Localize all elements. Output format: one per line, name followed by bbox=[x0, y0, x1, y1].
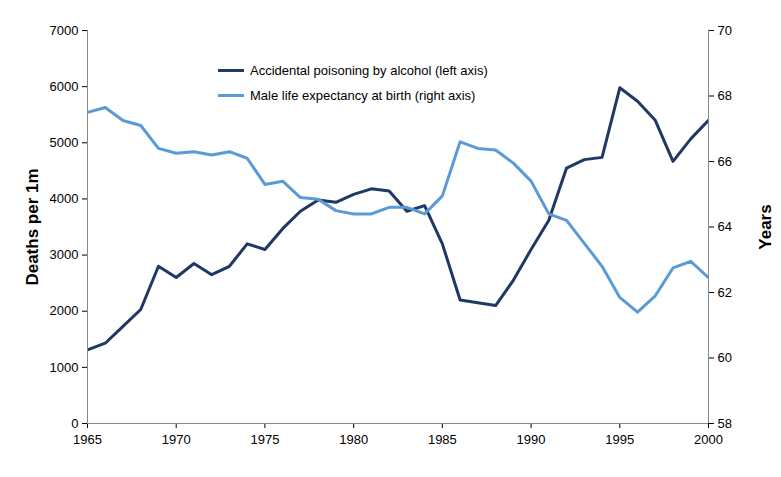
svg-text:5000: 5000 bbox=[50, 135, 79, 150]
svg-text:70: 70 bbox=[718, 23, 732, 38]
svg-text:0: 0 bbox=[71, 416, 78, 431]
svg-text:2000: 2000 bbox=[694, 432, 723, 447]
svg-text:1965: 1965 bbox=[73, 432, 102, 447]
svg-text:1980: 1980 bbox=[339, 432, 368, 447]
svg-text:1990: 1990 bbox=[517, 432, 546, 447]
svg-text:1995: 1995 bbox=[605, 432, 634, 447]
svg-text:1985: 1985 bbox=[428, 432, 457, 447]
svg-text:Deaths per 1m: Deaths per 1m bbox=[23, 168, 42, 285]
svg-text:1975: 1975 bbox=[250, 432, 279, 447]
svg-text:60: 60 bbox=[718, 350, 732, 365]
svg-text:1000: 1000 bbox=[50, 360, 79, 375]
svg-text:64: 64 bbox=[718, 219, 732, 234]
svg-text:68: 68 bbox=[718, 88, 732, 103]
svg-text:1970: 1970 bbox=[162, 432, 191, 447]
svg-text:Years: Years bbox=[756, 204, 775, 249]
svg-text:2000: 2000 bbox=[50, 303, 79, 318]
html-text:Male life expectancy at birth: Male life expectancy at birth (right axi… bbox=[250, 88, 476, 103]
svg-text:3000: 3000 bbox=[50, 247, 79, 262]
svg-text:4000: 4000 bbox=[50, 191, 79, 206]
html-text:Accidental poisoning by alcoho: Accidental poisoning by alcohol (left ax… bbox=[250, 63, 488, 78]
svg-text:6000: 6000 bbox=[50, 79, 79, 94]
svg-text:62: 62 bbox=[718, 285, 732, 300]
svg-text:7000: 7000 bbox=[50, 23, 79, 38]
svg-text:66: 66 bbox=[718, 154, 732, 169]
svg-text:58: 58 bbox=[718, 416, 732, 431]
